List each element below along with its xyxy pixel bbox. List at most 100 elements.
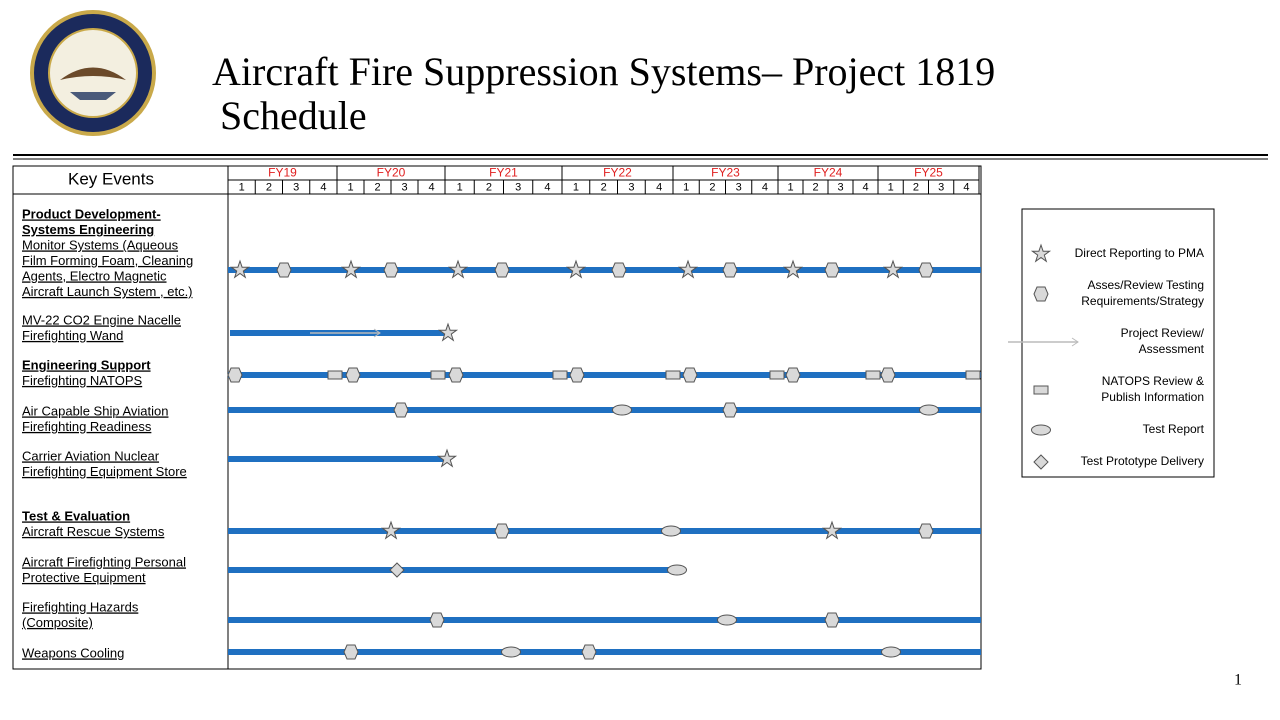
legend-label: Asses/Review Testing	[1088, 278, 1205, 292]
quarter: 3	[293, 181, 299, 193]
quarter: 4	[320, 181, 326, 193]
quarter: 1	[683, 181, 689, 193]
schedule-lane	[228, 612, 981, 628]
milestone-star	[340, 259, 362, 279]
quarter: 4	[862, 181, 868, 193]
quarter: 4	[963, 181, 969, 193]
fiscal-year: FY23	[711, 166, 740, 180]
quarter: 3	[736, 181, 742, 193]
legend-label: Direct Reporting to PMA	[1075, 246, 1204, 260]
milestone-hexagon	[722, 402, 738, 418]
row-label: Protective Equipment	[22, 570, 146, 585]
row-label: Firefighting NATOPS	[22, 373, 143, 388]
schedule-lane	[228, 402, 981, 418]
fiscal-year: FY22	[603, 166, 632, 180]
milestone-diamond	[1033, 454, 1049, 470]
quarter: 3	[628, 181, 634, 193]
milestone-diamond	[389, 562, 405, 578]
schedule-lane	[228, 644, 981, 660]
milestone-hexagon	[494, 262, 510, 278]
milestone-hexagon	[682, 367, 698, 383]
fiscal-year: FY25	[914, 166, 943, 180]
legend-item: Direct Reporting to PMA	[1030, 243, 1204, 263]
row-label: Carrier Aviation Nuclear	[22, 448, 160, 463]
legend-item: Test Prototype Delivery	[1033, 454, 1204, 470]
quarter: 2	[913, 181, 919, 193]
milestone-rect	[865, 370, 881, 380]
legend-frame	[1021, 208, 1215, 478]
quarter: 1	[457, 181, 463, 193]
quarter: 2	[709, 181, 715, 193]
milestone-hexagon	[393, 402, 409, 418]
milestone-rect	[327, 370, 343, 380]
milestone-oval	[612, 404, 632, 416]
milestone-oval	[661, 525, 681, 537]
milestone-hexagon	[785, 367, 801, 383]
quarter: 3	[515, 181, 521, 193]
milestone-rect	[665, 370, 681, 380]
legend-label: Requirements/Strategy	[1081, 294, 1204, 308]
milestone-hexagon	[429, 612, 445, 628]
review-arrowhead	[373, 328, 381, 338]
row-label: Firefighting Wand	[22, 328, 123, 343]
milestone-hexagon	[345, 367, 361, 383]
row-label: Firefighting Equipment Store	[22, 464, 187, 479]
quarter: 2	[601, 181, 607, 193]
quarter: 4	[656, 181, 662, 193]
milestone-star	[1030, 243, 1052, 263]
milestone-hexagon	[722, 262, 738, 278]
milestone-hexagon	[824, 262, 840, 278]
milestone-rect	[1033, 385, 1049, 395]
quarter: 1	[573, 181, 579, 193]
fiscal-year: FY24	[814, 166, 843, 180]
row-heading: Product Development-	[22, 206, 161, 221]
milestone-hexagon	[227, 367, 243, 383]
schedule-lane	[228, 562, 687, 578]
legend-item: Asses/Review Testing Requirements/Strateg…	[1033, 278, 1205, 308]
table-frame	[12, 165, 982, 670]
row-label: MV-22 CO2 Engine Nacelle	[22, 312, 181, 327]
milestone-hexagon	[581, 644, 597, 660]
milestone-hexagon	[880, 367, 896, 383]
quarter: 3	[401, 181, 407, 193]
quarter: 4	[428, 181, 434, 193]
row-heading: Test & Evaluation	[22, 508, 130, 523]
quarter: 2	[266, 181, 272, 193]
schedule-lane	[228, 448, 458, 468]
milestone-star	[677, 259, 699, 279]
row-label: Aircraft Rescue Systems	[22, 524, 165, 539]
milestone-oval	[1031, 424, 1051, 436]
quarter: 2	[374, 181, 380, 193]
quarter: 1	[347, 181, 353, 193]
milestone-oval	[501, 646, 521, 658]
milestone-star	[882, 259, 904, 279]
milestone-oval	[881, 646, 901, 658]
legend-label: Test Prototype Delivery	[1081, 454, 1204, 468]
quarter: 4	[544, 181, 550, 193]
row-heading: Engineering Support	[22, 357, 151, 372]
schedule-lane	[227, 367, 981, 383]
quarter: 2	[812, 181, 818, 193]
legend-item: Project Review/Assessment	[1008, 326, 1205, 356]
review-arrowhead	[1071, 337, 1079, 347]
milestone-oval	[919, 404, 939, 416]
legend-label: Publish Information	[1101, 390, 1204, 404]
milestone-star	[821, 520, 843, 540]
row-label: (Composite)	[22, 615, 93, 630]
milestone-oval	[717, 614, 737, 626]
seal	[30, 10, 156, 136]
row-label: Firefighting Hazards	[22, 599, 139, 614]
milestone-rect	[430, 370, 446, 380]
milestone-rect	[552, 370, 568, 380]
milestone-hexagon	[1033, 286, 1049, 302]
quarter: 1	[888, 181, 894, 193]
title: Schedule	[220, 93, 367, 138]
schedule-lane	[228, 259, 981, 279]
row-heading: Systems Engineering	[22, 222, 154, 237]
milestone-hexagon	[611, 262, 627, 278]
milestone-hexagon	[569, 367, 585, 383]
milestone-rect	[965, 370, 981, 380]
schedule-lane	[228, 520, 981, 540]
milestone-star	[437, 322, 459, 342]
legend-label: Project Review/	[1121, 326, 1205, 340]
